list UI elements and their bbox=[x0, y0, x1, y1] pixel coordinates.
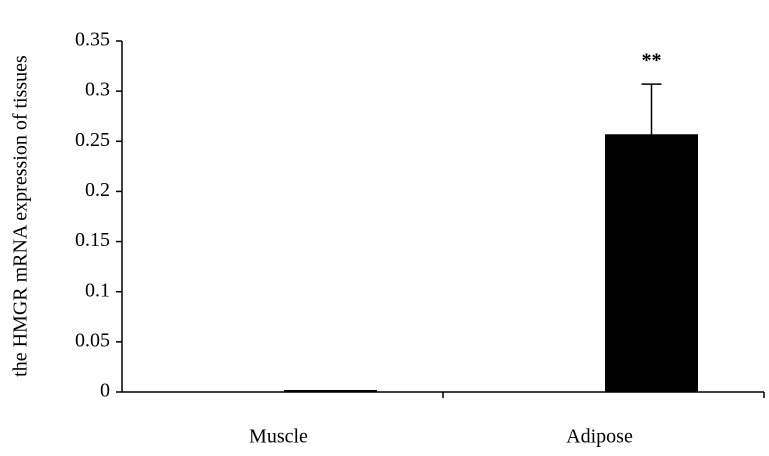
y-tick-label: 0.2 bbox=[85, 179, 110, 201]
y-tick-label: 0.3 bbox=[85, 79, 110, 101]
annotation: ** bbox=[642, 50, 662, 72]
y-tick-label: 0.25 bbox=[75, 129, 110, 151]
x-tick-label: Adipose bbox=[566, 426, 633, 448]
y-tick-label: 0.15 bbox=[75, 229, 110, 251]
y-tick-label: 0.1 bbox=[85, 279, 110, 301]
y-tick-label: 0 bbox=[100, 380, 110, 402]
bar bbox=[284, 389, 377, 392]
y-axis-label: the HMGR mRNA expression of tissues bbox=[10, 55, 32, 377]
y-tick-label: 0.05 bbox=[75, 329, 110, 351]
x-tick-label: Muscle bbox=[249, 426, 308, 448]
y-tick-label: 0.35 bbox=[75, 29, 110, 51]
bar bbox=[605, 134, 698, 392]
